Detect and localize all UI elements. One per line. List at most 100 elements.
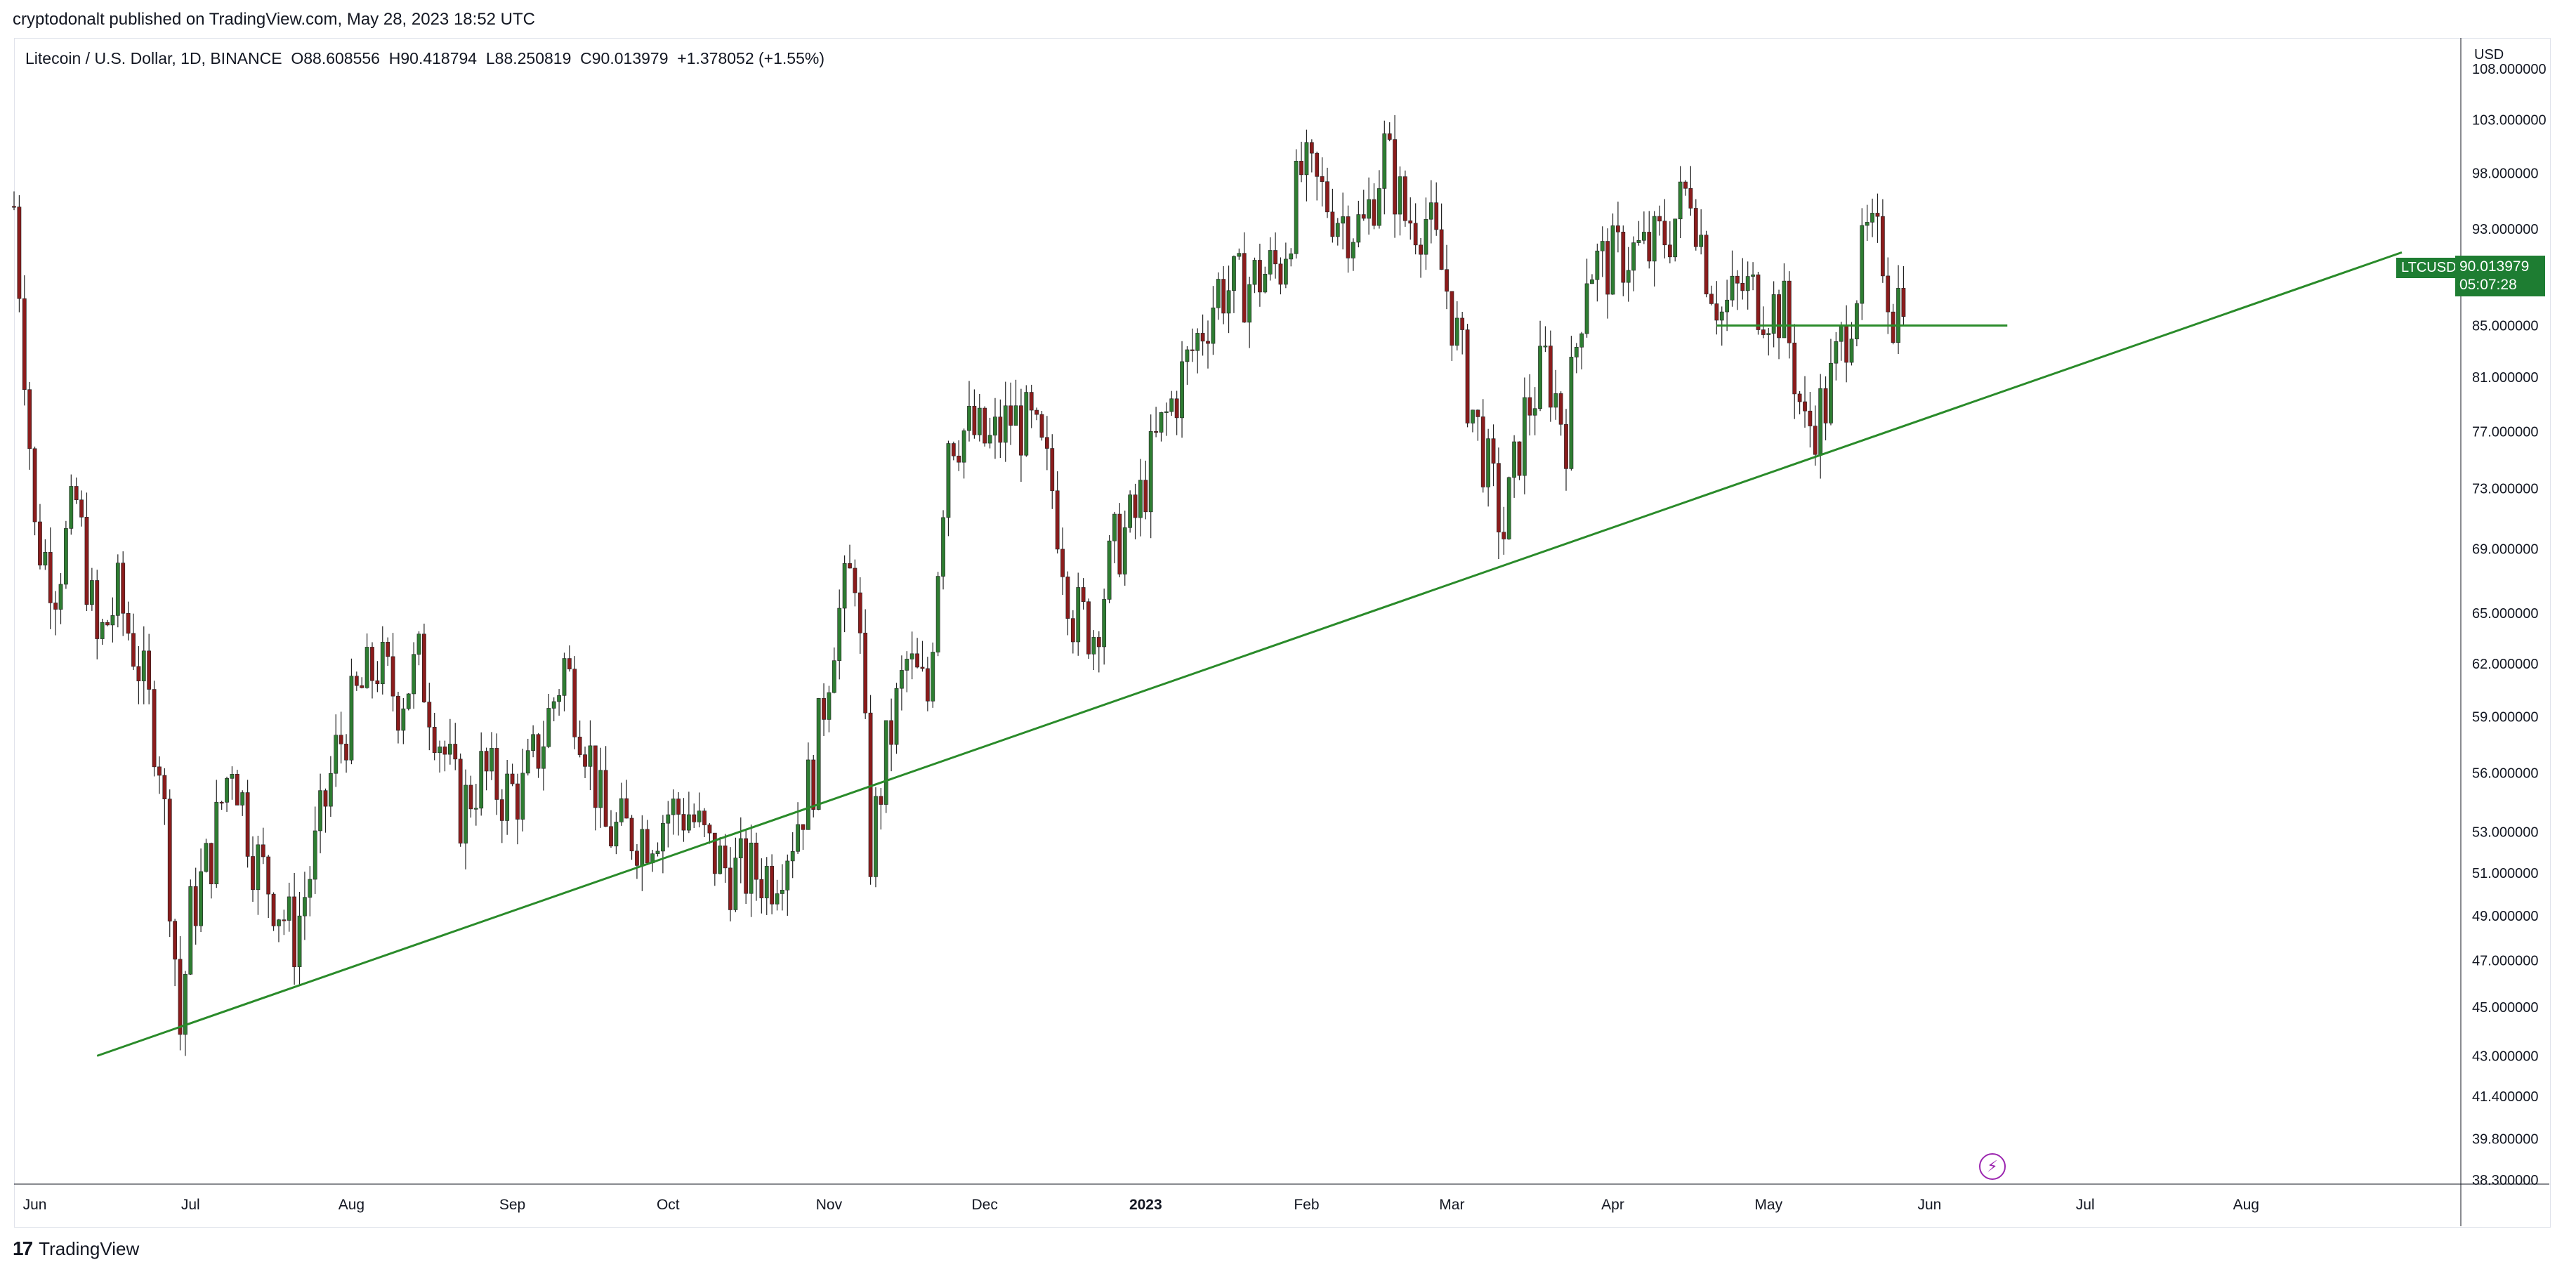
time-tick-label: Oct bbox=[657, 1197, 680, 1213]
candle-body bbox=[1471, 409, 1475, 423]
candle-body bbox=[157, 766, 162, 776]
candle-body bbox=[1532, 408, 1537, 416]
candle-body bbox=[1667, 244, 1672, 258]
candle-body bbox=[121, 563, 126, 614]
candle-body bbox=[1605, 241, 1610, 295]
candle-body bbox=[1480, 416, 1485, 487]
candle-body bbox=[993, 416, 997, 435]
candle-body bbox=[510, 773, 515, 784]
candle-body bbox=[1393, 139, 1397, 215]
candle-body bbox=[354, 676, 359, 686]
candle-body bbox=[1652, 216, 1657, 262]
candle-body bbox=[271, 893, 276, 926]
candle-body bbox=[1709, 294, 1714, 304]
candle-body bbox=[1304, 142, 1309, 176]
price-tick-label: 69.000000 bbox=[2472, 542, 2539, 558]
candle-body bbox=[167, 799, 172, 921]
candle-body bbox=[780, 890, 784, 894]
candle-body bbox=[915, 653, 919, 668]
candle-body bbox=[1569, 357, 1574, 469]
candle-body bbox=[1402, 176, 1407, 221]
candle-body bbox=[396, 695, 400, 731]
candle-body bbox=[1143, 480, 1148, 513]
candle-body bbox=[1870, 213, 1874, 223]
currency-label: USD bbox=[2474, 47, 2504, 63]
candle-body bbox=[1787, 280, 1792, 343]
candle-body bbox=[1621, 232, 1626, 283]
candle-body bbox=[1538, 346, 1542, 409]
candle-body bbox=[1039, 414, 1044, 438]
time-tick-label: Feb bbox=[1294, 1197, 1319, 1213]
candle-body bbox=[1247, 284, 1252, 323]
candle-body bbox=[837, 608, 842, 661]
candle-body bbox=[816, 698, 821, 810]
candle-body bbox=[1252, 260, 1257, 285]
candle-body bbox=[1413, 223, 1418, 246]
candle-body bbox=[1450, 291, 1454, 346]
candle-body bbox=[1803, 401, 1807, 412]
candle-body bbox=[1595, 250, 1600, 280]
candle-body bbox=[209, 843, 213, 884]
lightning-icon[interactable]: ⚡ bbox=[1979, 1153, 2006, 1180]
candle-body bbox=[1636, 239, 1641, 243]
time-tick-label: Sep bbox=[499, 1197, 525, 1213]
candle-body bbox=[1454, 317, 1459, 346]
candle-body bbox=[313, 830, 317, 880]
candle-body bbox=[1174, 398, 1179, 419]
candle-body bbox=[1465, 329, 1470, 423]
candle-body bbox=[1128, 494, 1133, 528]
price-tick-label: 38.300000 bbox=[2472, 1173, 2539, 1188]
candle-body bbox=[1839, 326, 1844, 342]
candle-body bbox=[603, 770, 608, 827]
candle-body bbox=[1564, 423, 1568, 469]
candle-body bbox=[1086, 601, 1091, 655]
candle-body bbox=[1419, 244, 1423, 255]
candle-body bbox=[349, 676, 354, 761]
candle-body bbox=[1813, 426, 1818, 455]
candle-body bbox=[1112, 513, 1117, 541]
candle-body bbox=[957, 455, 961, 463]
candle-body bbox=[453, 744, 458, 760]
candle-body bbox=[1211, 307, 1216, 344]
candle-body bbox=[84, 517, 89, 605]
candle-body bbox=[874, 796, 878, 877]
candle-body bbox=[1797, 393, 1802, 402]
candle-body bbox=[1044, 437, 1049, 449]
candle-body bbox=[1185, 349, 1190, 362]
candle-body bbox=[287, 896, 291, 921]
candle-body bbox=[832, 660, 836, 693]
candle-body bbox=[967, 406, 971, 431]
candle-body bbox=[733, 858, 738, 910]
candle-body bbox=[464, 784, 468, 843]
candle-body bbox=[162, 775, 167, 800]
candle-body bbox=[1221, 279, 1226, 314]
candle-body bbox=[416, 633, 421, 655]
candle-body bbox=[318, 790, 322, 832]
candle-body bbox=[1398, 176, 1402, 215]
trendline[interactable] bbox=[96, 251, 2403, 1057]
candle-body bbox=[1408, 220, 1413, 224]
candle-body bbox=[655, 851, 660, 854]
candle-body bbox=[1034, 409, 1039, 415]
candle-body bbox=[1003, 405, 1008, 443]
candle-body bbox=[1008, 405, 1013, 426]
candle-body bbox=[1823, 388, 1828, 423]
candle-body bbox=[1751, 274, 1755, 277]
candle-body bbox=[323, 790, 328, 807]
tradingview-logo[interactable]: 17 TradingView bbox=[13, 1237, 139, 1260]
candle-body bbox=[676, 799, 681, 815]
candle-body bbox=[1439, 229, 1444, 270]
candle-body bbox=[583, 754, 587, 767]
candle-body bbox=[1263, 274, 1268, 293]
candle-body bbox=[790, 851, 795, 862]
candle-body bbox=[432, 727, 437, 754]
candle-body bbox=[1242, 253, 1247, 323]
candle-body bbox=[505, 773, 510, 821]
candle-body bbox=[32, 448, 37, 523]
time-tick-label: May bbox=[1754, 1197, 1782, 1213]
candle-body bbox=[1273, 250, 1277, 265]
candle-body bbox=[806, 759, 810, 830]
candle-body bbox=[1096, 637, 1101, 648]
candle-body bbox=[889, 720, 894, 745]
